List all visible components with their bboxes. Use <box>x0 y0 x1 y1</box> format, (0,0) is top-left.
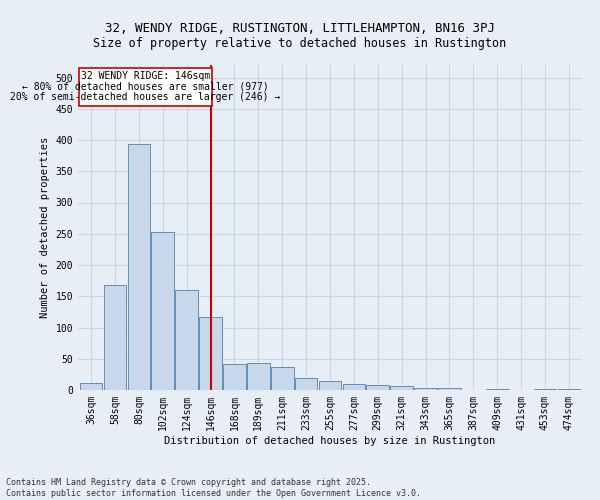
Bar <box>414 388 437 390</box>
Bar <box>247 363 269 390</box>
Bar <box>271 367 293 390</box>
Bar <box>151 232 174 390</box>
Text: 32, WENDY RIDGE, RUSTINGTON, LITTLEHAMPTON, BN16 3PJ: 32, WENDY RIDGE, RUSTINGTON, LITTLEHAMPT… <box>105 22 495 36</box>
Text: Contains HM Land Registry data © Crown copyright and database right 2025.
Contai: Contains HM Land Registry data © Crown c… <box>6 478 421 498</box>
Bar <box>343 384 365 390</box>
Bar <box>557 389 580 390</box>
Bar <box>391 386 413 390</box>
Bar <box>128 144 150 390</box>
Text: 20% of semi-detached houses are larger (246) →: 20% of semi-detached houses are larger (… <box>10 92 281 102</box>
Bar <box>223 364 246 390</box>
Bar <box>438 388 461 390</box>
X-axis label: Distribution of detached houses by size in Rustington: Distribution of detached houses by size … <box>164 436 496 446</box>
Y-axis label: Number of detached properties: Number of detached properties <box>40 137 50 318</box>
FancyBboxPatch shape <box>79 68 212 106</box>
Bar <box>175 290 198 390</box>
Text: 32 WENDY RIDGE: 146sqm: 32 WENDY RIDGE: 146sqm <box>81 71 210 81</box>
Bar <box>486 389 509 390</box>
Bar <box>295 378 317 390</box>
Bar <box>367 385 389 390</box>
Text: Size of property relative to detached houses in Rustington: Size of property relative to detached ho… <box>94 38 506 51</box>
Bar <box>319 380 341 390</box>
Bar <box>199 317 222 390</box>
Text: ← 80% of detached houses are smaller (977): ← 80% of detached houses are smaller (97… <box>22 82 269 92</box>
Bar <box>80 382 103 390</box>
Bar <box>104 285 127 390</box>
